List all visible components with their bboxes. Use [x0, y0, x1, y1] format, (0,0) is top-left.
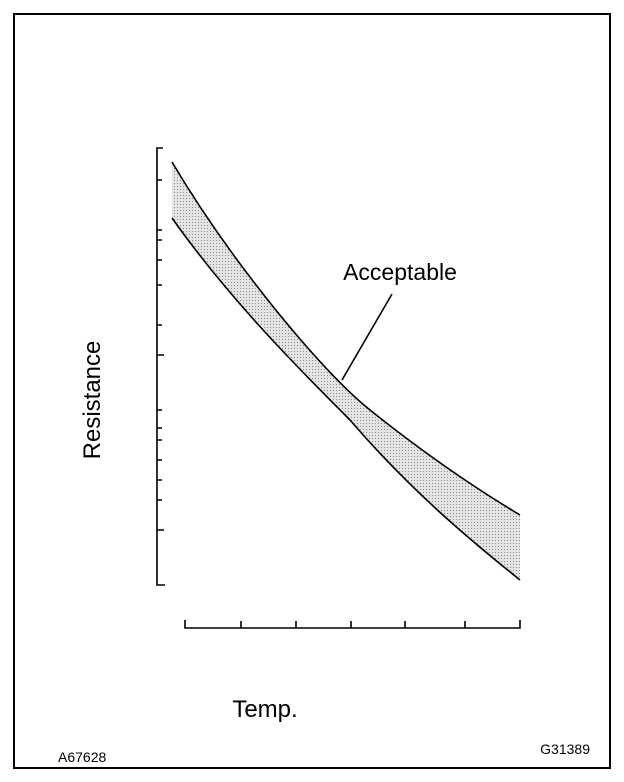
leader-line — [341, 293, 393, 381]
figure-code: A67628 — [58, 749, 106, 765]
y-axis — [156, 147, 165, 586]
upper-curve — [171, 161, 521, 516]
x-axis-label: Temp. — [232, 696, 297, 723]
band-label: Acceptable — [343, 259, 457, 285]
y-axis-label: Resistance — [79, 341, 106, 460]
acceptable-band — [172, 162, 520, 580]
x-axis — [184, 620, 521, 629]
frame — [13, 13, 611, 769]
figure-code: G31389 — [540, 741, 590, 757]
lower-curve — [171, 217, 521, 581]
